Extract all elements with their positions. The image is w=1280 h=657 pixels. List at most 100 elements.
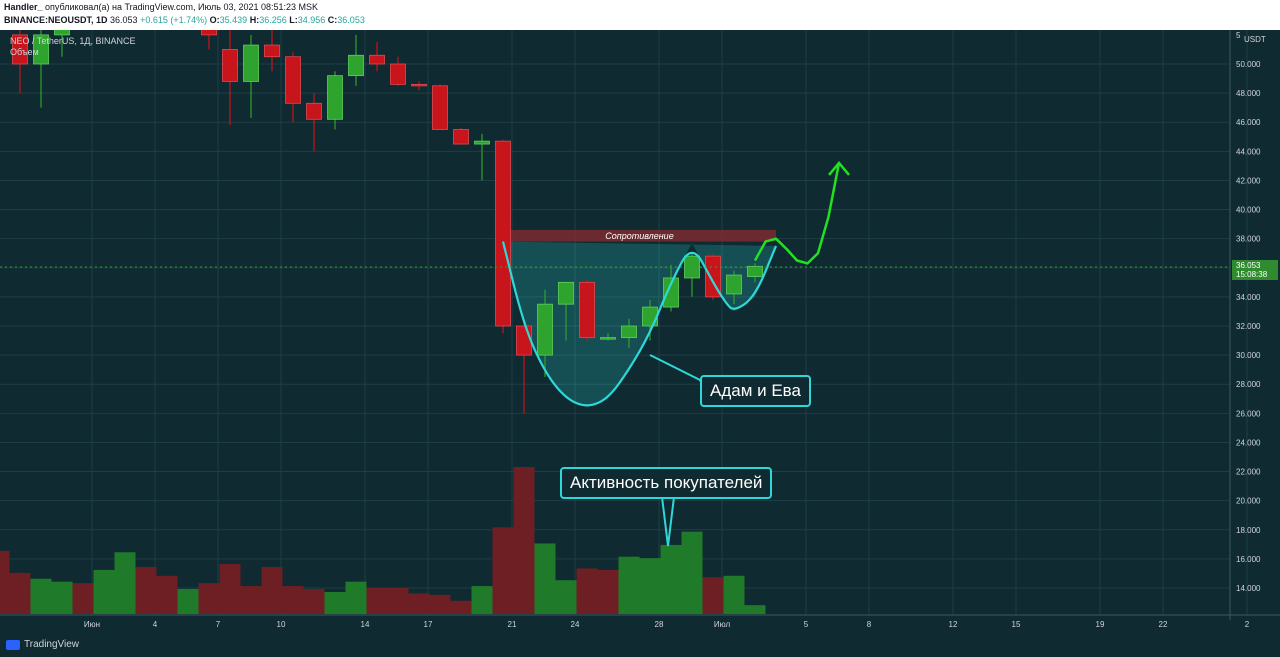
- candle-body: [579, 281, 595, 339]
- candle-body: [12, 34, 28, 65]
- last-price: 36.053: [110, 15, 138, 25]
- symbol-label: BINANCE:NEOUSDT, 1D: [4, 15, 108, 25]
- volume-bar: [639, 558, 661, 614]
- y-tick-label: 30.000: [1236, 351, 1261, 360]
- open-label: O:: [209, 15, 220, 25]
- y-tick-label: 24.000: [1236, 438, 1261, 447]
- volume-bar: [30, 578, 52, 614]
- ohlc-line: BINANCE:NEOUSDT, 1D 36.053 +0.615 (+1.74…: [4, 15, 365, 25]
- brand-text: TradingView: [24, 639, 80, 650]
- resistance-label: Сопротивление: [605, 231, 673, 241]
- volume-bar: [345, 581, 367, 614]
- volume-bar: [492, 527, 514, 614]
- tradingview-logo[interactable]: TradingView: [6, 639, 79, 650]
- volume-bar: [408, 593, 430, 614]
- author-name[interactable]: Handler_: [4, 2, 43, 12]
- y-tick-label: 28.000: [1236, 380, 1261, 389]
- candle-body: [495, 140, 511, 327]
- candle-body: [411, 83, 427, 87]
- volume-bar: [618, 556, 640, 614]
- countdown-label: 15:08:38: [1236, 270, 1268, 279]
- price-axis[interactable]: 50.000 48.000 46.000 44.000 42.000 40.000 38.0…: [0, 30, 1278, 620]
- candle-body: [264, 44, 280, 58]
- candle-body: [327, 75, 343, 120]
- x-tick-label: 2: [1245, 620, 1250, 629]
- volume-bar: [429, 594, 451, 614]
- volume-bar: [198, 583, 220, 614]
- y-tick-label: 26.000: [1236, 409, 1261, 418]
- candle-body: [600, 337, 616, 340]
- x-tick-label: 19: [1096, 620, 1105, 629]
- candle-body: [222, 49, 238, 82]
- legend-volume: Объем: [10, 47, 39, 57]
- volume-bar: [576, 568, 598, 614]
- publish-text: опубликовал(а) на TradingView.com, Июль …: [45, 2, 319, 12]
- high-label: H:: [249, 15, 260, 25]
- tradingview-icon: [6, 639, 20, 650]
- candle-body: [516, 325, 532, 356]
- close-value: 36.053: [337, 15, 365, 25]
- candle-body: [453, 129, 469, 145]
- candle-body: [348, 54, 364, 77]
- chart-header: Handler_ опубликовал(а) на TradingView.c…: [0, 0, 1280, 30]
- y-tick-label: 18.000: [1236, 526, 1261, 535]
- low-value: 34.956: [297, 15, 326, 25]
- forecast-curve: [753, 162, 841, 265]
- x-tick-label: 28: [655, 620, 664, 629]
- x-tick-label: 15: [1012, 620, 1021, 629]
- y-tick-label: 50.000: [1236, 60, 1261, 69]
- x-tick-label: 7: [216, 620, 221, 629]
- candle-body: [54, 30, 70, 36]
- candle-body: [726, 274, 742, 295]
- volume-bar: [0, 550, 10, 614]
- y-tick-label: 48.000: [1236, 89, 1261, 98]
- volume-bar: [681, 531, 703, 614]
- x-tick-label: Июн: [84, 620, 100, 629]
- volume-bar: [135, 566, 157, 614]
- candle-body: [390, 63, 406, 85]
- resistance-band: [503, 229, 776, 242]
- volume-bar: [114, 552, 136, 614]
- candle-body: [432, 85, 448, 130]
- candle-body: [201, 30, 217, 36]
- x-tick-label: 21: [508, 620, 517, 629]
- volume-bar: [387, 587, 409, 614]
- volume-bars: [0, 467, 766, 614]
- candle-body: [558, 281, 574, 305]
- time-axis[interactable]: Июн 4 7 10 14 17 21 24 28 Июл 5 8 12 15 19 22 2: [0, 614, 1280, 629]
- close-label: C:: [327, 15, 338, 25]
- volume-bar: [513, 467, 535, 614]
- x-tick-label: Июл: [714, 620, 731, 629]
- volume-bar: [555, 580, 577, 614]
- open-value: 35.439: [219, 15, 248, 25]
- y-unit-label: USDT: [1244, 35, 1266, 44]
- volume-bar: [9, 572, 31, 614]
- volume-bar: [177, 589, 199, 614]
- volume-bar: [93, 569, 115, 614]
- x-tick-label: 12: [949, 620, 958, 629]
- candle-body: [369, 54, 385, 65]
- candle-body: [663, 277, 679, 308]
- x-tick-label: 5: [804, 620, 809, 629]
- price-change: +0.615 (+1.74%): [140, 15, 208, 25]
- y-tick-label: 38.000: [1236, 235, 1261, 244]
- candle-body: [243, 44, 259, 82]
- price-chart[interactable]: Сопротивление 50.00048.00046.00044.00042…: [0, 30, 1280, 657]
- y-tick-label: 32.000: [1236, 322, 1261, 331]
- publish-line: Handler_ опубликовал(а) на TradingView.c…: [4, 2, 318, 12]
- buyers-callout: Активность покупателей: [560, 467, 773, 499]
- volume-bar: [303, 589, 325, 614]
- candle-body: [306, 102, 322, 120]
- volume-bar: [324, 591, 346, 614]
- y-tick-label: 42.000: [1236, 176, 1261, 185]
- y-top-label: 5: [1236, 31, 1241, 40]
- volume-bar: [240, 586, 262, 614]
- low-label: L:: [289, 15, 298, 25]
- x-tick-label: 24: [571, 620, 580, 629]
- x-tick-label: 17: [424, 620, 433, 629]
- volume-bar: [471, 586, 493, 614]
- volume-bar: [51, 581, 73, 614]
- volume-bar: [72, 583, 94, 614]
- candle-body: [33, 34, 49, 65]
- x-tick-label: 22: [1159, 620, 1168, 629]
